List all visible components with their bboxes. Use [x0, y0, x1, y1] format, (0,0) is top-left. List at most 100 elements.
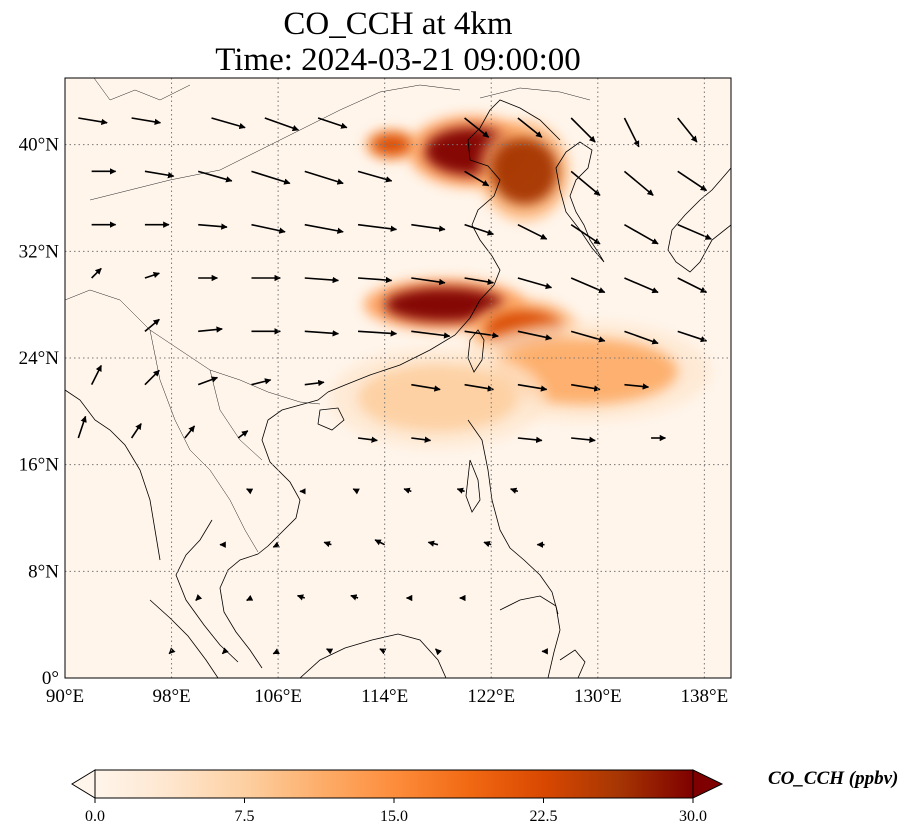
wind-arrow — [464, 170, 490, 187]
wind-arrow — [411, 277, 446, 286]
wind-arrow — [352, 488, 360, 495]
axis-tick-labels: 90°E 98°E 106°E 114°E 122°E 130°E 138°E 0° 8°N 16… — [19, 135, 729, 707]
lat-tick-label: 24°N — [19, 348, 60, 369]
wind-arrow — [272, 648, 280, 655]
wind-arrow — [517, 330, 553, 341]
wind-arrow — [195, 594, 203, 601]
wind-arrow — [570, 224, 601, 245]
wind-arrow — [197, 376, 218, 386]
wind-arrow — [434, 648, 442, 656]
chart-title-variable: CO_CCH at 4km — [283, 6, 513, 42]
wind-arrow — [131, 117, 162, 126]
wind-arrow — [403, 487, 412, 494]
wind-arrow — [374, 539, 386, 546]
wind-arrow — [326, 648, 334, 655]
wind-arrow — [624, 383, 650, 390]
wind-arrow — [464, 117, 490, 138]
wind-arrow — [144, 369, 160, 386]
wind-arrow — [379, 648, 387, 655]
east-china-plume — [384, 287, 505, 322]
wind-arrow — [624, 277, 659, 294]
wind-arrow — [130, 423, 142, 439]
wind-arrow — [411, 383, 441, 392]
wind-arrow — [677, 223, 712, 240]
wind-arrow — [251, 378, 272, 386]
wind-arrow — [78, 117, 108, 126]
wind-vector-field — [77, 117, 712, 656]
wind-arrow — [517, 436, 543, 444]
wind-arrow — [90, 364, 102, 386]
wind-arrow — [483, 541, 492, 548]
wind-arrow — [411, 436, 432, 443]
wind-arrow — [197, 170, 233, 183]
wind-arrow — [517, 117, 543, 138]
colorbar-label: CO_CCH (ppbv) — [768, 768, 899, 789]
lon-tick-label: 98°E — [152, 686, 190, 707]
lon-tick-label: 114°E — [361, 686, 408, 707]
wind-arrow — [184, 425, 196, 439]
wind-arrow — [464, 223, 495, 236]
wind-arrow — [296, 594, 306, 601]
lon-tick-label: 138°E — [681, 686, 729, 707]
wind-arrow — [570, 170, 601, 196]
graticule — [65, 78, 731, 678]
wind-arrow — [357, 436, 378, 443]
wind-arrow — [517, 223, 548, 240]
wind-arrow — [323, 541, 332, 548]
wind-arrow — [464, 330, 499, 339]
wind-arrow — [221, 647, 229, 655]
wind-arrow — [246, 594, 254, 602]
wind-arrow — [304, 379, 325, 387]
wind-arrow — [517, 383, 548, 392]
wind-arrow — [357, 330, 398, 337]
map-frame — [64, 77, 732, 679]
wind-arrow — [246, 488, 254, 495]
country-borders — [65, 78, 591, 553]
wind-arrow — [168, 647, 176, 655]
wind-arrow — [272, 541, 280, 548]
wind-arrow — [411, 223, 446, 232]
wind-arrow — [304, 170, 344, 185]
wind-arrow — [198, 326, 223, 333]
wind-arrow — [411, 330, 451, 339]
wind-arrow — [251, 170, 291, 185]
wind-arrow — [304, 330, 339, 337]
colorbar-tick-label: 7.5 — [235, 808, 255, 825]
lat-tick-label: 32°N — [19, 241, 60, 262]
lon-tick-label: 90°E — [46, 686, 84, 707]
wind-arrow — [624, 330, 659, 345]
wind-arrow — [464, 383, 495, 392]
wind-arrow — [144, 271, 160, 279]
wind-arrow — [570, 117, 596, 143]
wind-arrow — [427, 540, 439, 547]
lat-tick-label: 0° — [42, 668, 59, 689]
co-concentration-field — [330, 115, 711, 448]
wind-arrow — [570, 330, 606, 343]
wind-arrow — [510, 487, 519, 494]
wind-arrow — [144, 318, 160, 332]
colorbar-tick-label: 30.0 — [679, 808, 707, 825]
colorbar-tick-label: 0.0 — [85, 808, 105, 825]
wind-arrow — [624, 223, 659, 245]
wind-arrow — [144, 170, 175, 179]
lon-tick-label: 106°E — [254, 686, 302, 707]
wind-arrow — [211, 117, 246, 130]
chart-title-time: Time: 2024-03-21 09:00:00 — [215, 42, 581, 78]
inner-mongolia-plume — [371, 134, 412, 156]
colorbar-max-extend — [692, 769, 724, 799]
south-china-sea-haze — [358, 364, 518, 432]
wind-arrow — [623, 117, 640, 148]
wind-arrow — [623, 170, 654, 196]
colorbar-gradient — [95, 770, 693, 798]
wind-arrow — [317, 117, 348, 129]
wind-arrow — [517, 277, 553, 290]
wind-arrow — [571, 436, 596, 444]
wind-arrow — [304, 223, 344, 234]
wind-arrow — [198, 223, 228, 230]
wind-arrow — [464, 277, 495, 286]
wind-arrow — [264, 117, 300, 132]
lat-tick-label: 16°N — [19, 455, 60, 476]
wind-arrow — [677, 170, 708, 192]
wind-arrow — [677, 117, 698, 143]
